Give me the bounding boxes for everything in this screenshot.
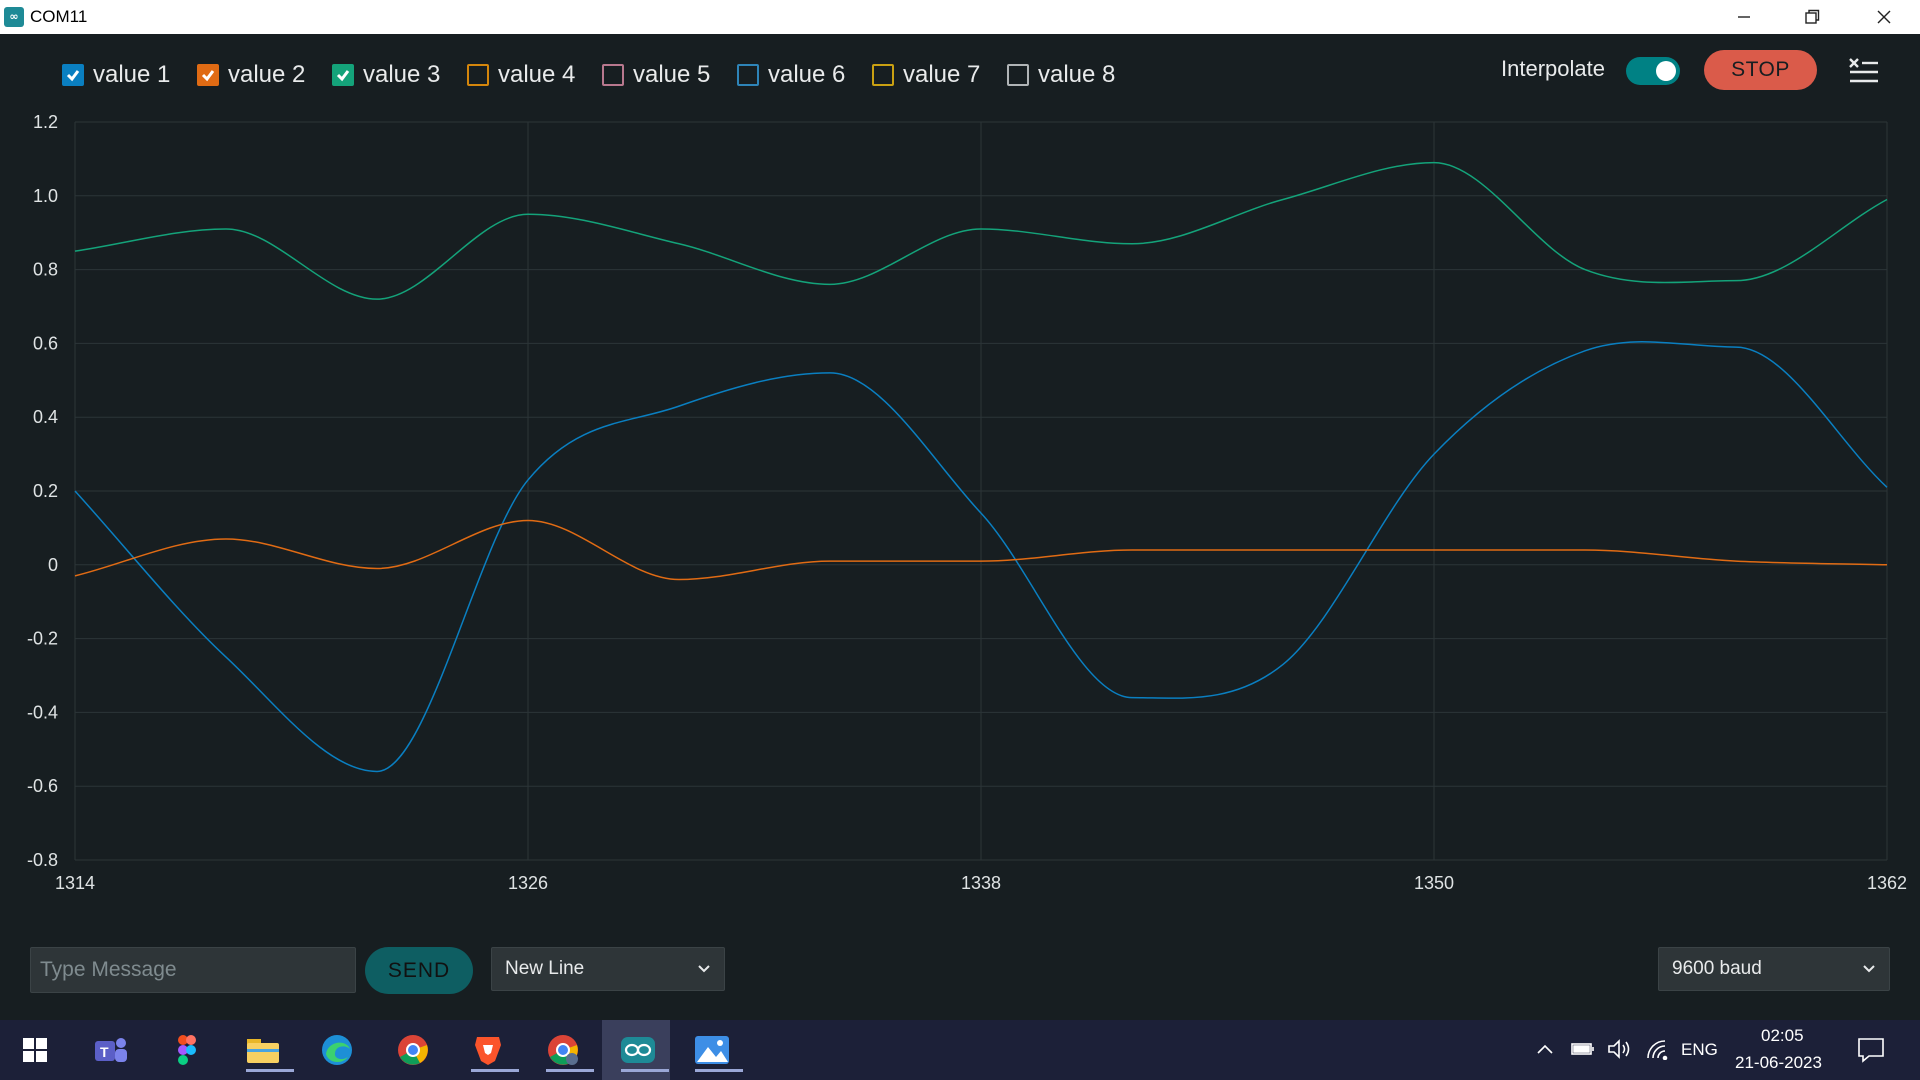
notification-icon[interactable] [1857, 1037, 1885, 1063]
x-tick-label: 1314 [55, 873, 95, 893]
running-indicator [471, 1069, 519, 1072]
y-tick-label: 0.2 [33, 481, 58, 501]
series-toggle-3[interactable]: value 3 [332, 60, 440, 90]
baud-rate-value: 9600 baud [1672, 958, 1762, 979]
series-label: value 5 [633, 61, 711, 88]
arduino-app-icon: ∞ [4, 7, 24, 27]
minimize-button[interactable] [1710, 0, 1778, 34]
windows-taskbar: T ENG 02:05 21-06-2023 [0, 1020, 1920, 1080]
teams-icon[interactable]: T [88, 1028, 134, 1072]
stop-button[interactable]: STOP [1704, 50, 1817, 90]
chrome-dev-icon[interactable] [540, 1028, 594, 1072]
y-tick-label: -0.4 [27, 702, 58, 722]
brave-icon[interactable] [465, 1028, 519, 1072]
checkmark-icon [201, 70, 215, 82]
arduino-icon[interactable] [615, 1028, 669, 1072]
y-tick-label: -0.6 [27, 776, 58, 796]
file-explorer-icon[interactable] [240, 1028, 294, 1072]
series-checkbox[interactable] [62, 64, 84, 86]
send-button[interactable]: SEND [365, 947, 473, 994]
clear-list-icon [1849, 58, 1878, 83]
series-toggle-8[interactable]: value 8 [1007, 60, 1115, 90]
series-toggle-5[interactable]: value 5 [602, 60, 710, 90]
serial-plotter-chart: 1.2 1.0 0.8 0.6 0.4 0.2 0 -0.2 -0.4 -0.6 -0.8 1314 1… [27, 112, 1907, 893]
close-icon [1877, 10, 1891, 24]
y-tick-label: -0.8 [27, 850, 58, 870]
interpolate-toggle[interactable] [1626, 57, 1680, 85]
language-indicator[interactable]: ENG [1681, 1040, 1718, 1059]
y-tick-label: 1.0 [33, 186, 58, 206]
battery-icon[interactable] [1570, 1040, 1596, 1058]
chevron-up-icon[interactable] [1536, 1042, 1554, 1056]
y-tick-label: 1.2 [33, 112, 58, 132]
y-tick-label: 0.4 [33, 407, 58, 427]
line-ending-select[interactable]: New Line [491, 947, 725, 991]
figma-icon[interactable] [164, 1028, 210, 1072]
close-button[interactable] [1850, 0, 1918, 34]
series-toggle-2[interactable]: value 2 [197, 60, 305, 90]
series-checkbox[interactable] [1007, 64, 1029, 86]
series-toggle-1[interactable]: value 1 [62, 60, 170, 90]
x-tick-label: 1350 [1414, 873, 1454, 893]
line-ending-value: New Line [505, 958, 585, 979]
y-tick-label: 0 [48, 555, 58, 575]
running-indicator [546, 1069, 594, 1072]
photos-icon[interactable] [689, 1028, 743, 1072]
series-label: value 1 [93, 61, 171, 88]
x-tick-label: 1326 [508, 873, 548, 893]
running-indicator [621, 1069, 669, 1072]
y-tick-label: -0.2 [27, 629, 58, 649]
series-toggle-4[interactable]: value 4 [467, 60, 575, 90]
x-tick-label: 1338 [961, 873, 1001, 893]
series-checkbox[interactable] [737, 64, 759, 86]
series-toggle-6[interactable]: value 6 [737, 60, 845, 90]
series-label: value 8 [1038, 61, 1116, 88]
series-checkbox[interactable] [602, 64, 624, 86]
running-indicator [246, 1069, 294, 1072]
windows-start-icon[interactable] [12, 1028, 58, 1072]
series-label: value 7 [903, 61, 981, 88]
chevron-down-icon [1863, 965, 1875, 973]
toggle-knob [1656, 61, 1676, 81]
series-checkbox[interactable] [872, 64, 894, 86]
series-label: value 2 [228, 61, 306, 88]
minimize-icon [1738, 16, 1750, 18]
restore-icon [1805, 9, 1820, 24]
running-indicator [695, 1069, 743, 1072]
chevron-down-icon [698, 965, 710, 973]
series-label: value 6 [768, 61, 846, 88]
series-label: value 3 [363, 61, 441, 88]
series-checkbox[interactable] [467, 64, 489, 86]
interpolate-label: Interpolate [1501, 56, 1605, 81]
checkmark-icon [66, 70, 80, 82]
y-tick-label: 0.8 [33, 260, 58, 280]
series-toggle-7[interactable]: value 7 [872, 60, 980, 90]
baud-rate-select[interactable]: 9600 baud [1658, 947, 1890, 991]
series-checkbox[interactable] [197, 64, 219, 86]
x-tick-label: 1362 [1867, 873, 1907, 893]
message-input[interactable] [30, 947, 356, 993]
checkmark-icon [336, 70, 350, 82]
clock-time[interactable]: 02:05 [1761, 1026, 1804, 1045]
svg-text:T: T [100, 1044, 109, 1060]
series-line-value-2 [74, 519, 1888, 581]
clock-date[interactable]: 21-06-2023 [1735, 1053, 1822, 1072]
series-checkbox[interactable] [332, 64, 354, 86]
chrome-icon[interactable] [390, 1028, 436, 1072]
y-tick-label: 0.6 [33, 333, 58, 353]
clear-button[interactable] [1847, 54, 1881, 88]
series-label: value 4 [498, 61, 576, 88]
volume-icon[interactable] [1607, 1038, 1633, 1060]
title-bar: ∞ COM11 [0, 0, 1920, 34]
series-line-value-1 [74, 341, 1888, 773]
window-title: COM11 [30, 7, 88, 26]
wifi-icon[interactable] [1645, 1038, 1669, 1060]
series-line-value-3 [74, 161, 1888, 300]
edge-icon[interactable] [314, 1028, 360, 1072]
restore-button[interactable] [1778, 0, 1846, 34]
